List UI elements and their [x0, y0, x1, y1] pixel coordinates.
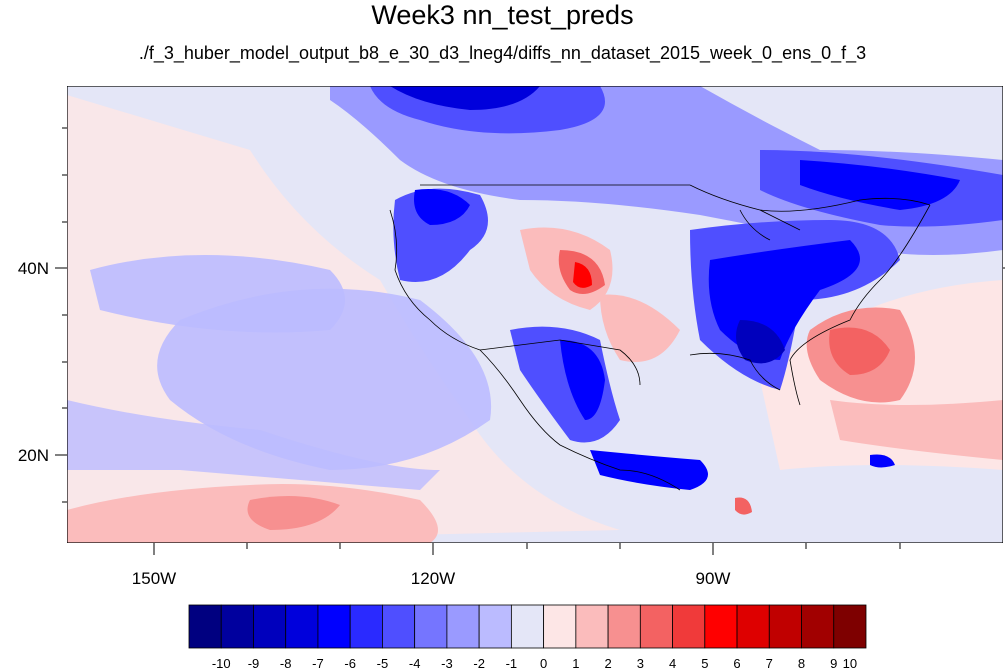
axis-ticks: [55, 127, 1005, 555]
colorbar-box: [704, 604, 738, 649]
colorbar-box: [575, 604, 609, 649]
colorbar-box: [801, 604, 835, 649]
colorbar-box: [833, 604, 867, 649]
colorbar-label: -2: [473, 656, 485, 671]
colorbar-box: [349, 604, 383, 649]
lon-label-150w: 150W: [132, 569, 176, 588]
colorbar-label: -9: [248, 656, 260, 671]
colorbar-box: [446, 604, 480, 649]
colorbar-label: -8: [280, 656, 292, 671]
colorbar-label: 0: [540, 656, 547, 671]
colorbar-box: [607, 604, 641, 649]
colorbar-box: [736, 604, 770, 649]
colorbar-box: [253, 604, 287, 649]
colorbar-box: [768, 604, 802, 649]
colorbar-box: [285, 604, 319, 649]
colorbar-label: 8: [798, 656, 805, 671]
lat-label-40n: 40N: [18, 259, 49, 278]
colorbar: -10 -9 -8 -7 -6 -5 -4 -3 -2 -1 0 1 2 3 4 5 6 7 8 9 10: [188, 604, 867, 671]
colorbar-box: [414, 604, 448, 649]
lon-label-90w: 90W: [696, 569, 731, 588]
colorbar-label: -7: [312, 656, 324, 671]
colorbar-label: 5: [701, 656, 708, 671]
colorbar-label: 9: [830, 656, 837, 671]
lat-label-20n: 20N: [18, 446, 49, 465]
map-title: Week3 nn_test_preds: [371, 0, 634, 30]
colorbar-box: [639, 604, 673, 649]
colorbar-box: [543, 604, 577, 649]
colorbar-box: [220, 604, 254, 649]
colorbar-box: [188, 604, 222, 649]
colorbar-box: [317, 604, 351, 649]
colorbar-label: 1: [572, 656, 579, 671]
colorbar-label: 7: [766, 656, 773, 671]
colorbar-label: 4: [669, 656, 676, 671]
colorbar-label: -1: [506, 656, 518, 671]
map-subtitle: ./f_3_huber_model_output_b8_e_30_d3_lneg…: [138, 43, 867, 63]
colorbar-label: -6: [344, 656, 356, 671]
colorbar-label: -10: [212, 656, 231, 671]
colorbar-label: 2: [604, 656, 611, 671]
lon-label-120w: 120W: [411, 569, 455, 588]
colorbar-box: [510, 604, 545, 649]
colorbar-label: 3: [637, 656, 644, 671]
colorbar-box: [382, 604, 416, 649]
colorbar-label: -5: [377, 656, 389, 671]
colorbar-label: -3: [441, 656, 453, 671]
coastlines: [389, 184, 931, 491]
colorbar-label: -4: [409, 656, 421, 671]
colorbar-label: 10: [843, 656, 857, 671]
colorbar-box: [478, 604, 512, 649]
colorbar-box: [672, 604, 706, 649]
colorbar-label: 6: [733, 656, 740, 671]
anomaly-field: [67, 86, 1003, 543]
